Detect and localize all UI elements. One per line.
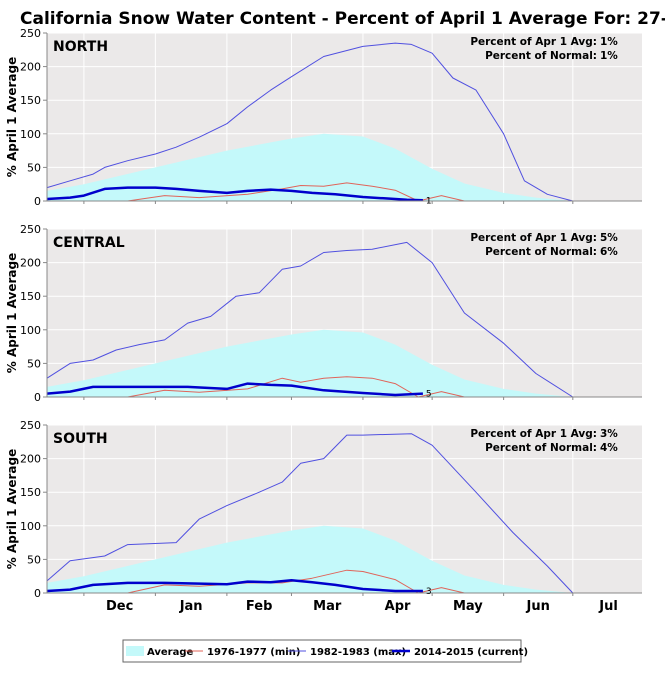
current-year-line — [46, 382, 423, 397]
y-tick-label: 0 — [34, 391, 41, 404]
y-tick-label: 150 — [20, 94, 41, 107]
y-tick-label: 50 — [27, 553, 41, 566]
legend-label-min: 1976-1977 (min) — [207, 647, 300, 658]
pct-avg-label: Percent of Apr 1 Avg: — [470, 428, 597, 440]
y-tick-label: 50 — [27, 357, 41, 370]
y-tick-label: 150 — [20, 290, 41, 303]
average-area — [47, 133, 573, 201]
x-tick-label: Dec — [106, 599, 133, 614]
y-tick-label: 50 — [27, 161, 41, 174]
y-tick-label: 200 — [20, 453, 41, 466]
average-area — [47, 525, 573, 593]
pct-avg-label: Percent of Apr 1 Avg: — [470, 36, 597, 48]
chart-title: California Snow Water Content - Percent … — [20, 9, 665, 29]
panel-title: SOUTH — [53, 431, 108, 447]
pct-avg-label: Percent of Apr 1 Avg: — [470, 232, 597, 244]
x-tick-label: Jul — [598, 599, 618, 614]
axes-layer: 0 50 100 150 200 250 — [20, 419, 642, 600]
y-tick-label: 100 — [20, 324, 41, 337]
y-tick-label: 100 — [20, 128, 41, 141]
legend: Average 1976-1977 (min) 1982-1983 (max) … — [122, 639, 528, 663]
pct-normal-label: Percent of Normal: — [485, 50, 597, 62]
axes-layer: 0 50 100 150 200 250 — [20, 223, 642, 404]
y-tick-label: 150 — [20, 486, 41, 499]
y-tick-label: 250 — [20, 223, 41, 236]
pct-avg-value: 3% — [600, 428, 618, 440]
y-tick-label: 250 — [20, 27, 41, 40]
x-tick-label: May — [453, 599, 483, 614]
panel-south: 0 50 100 150 200 250 SOUTH Percent of Apr 1 A… — [5, 419, 642, 600]
max-year-line — [46, 241, 574, 398]
pct-normal-value: 4% — [600, 442, 618, 454]
y-tick-label: 250 — [20, 419, 41, 432]
current-end-label: 1 — [426, 196, 432, 206]
panel-north: 0 50 100 150 200 250 NORTH Percent of Apr 1 A… — [5, 27, 642, 208]
legend-label-average: Average — [147, 647, 194, 658]
panel-title: NORTH — [53, 39, 108, 55]
x-tick-label: Mar — [313, 599, 342, 614]
legend-label-current: 2014-2015 (current) — [414, 647, 528, 658]
legend-swatch-average — [126, 646, 144, 656]
legend-label-max: 1982-1983 (max) — [310, 647, 406, 658]
current-end-label: 3 — [426, 587, 432, 597]
current-end-label: 5 — [426, 390, 432, 400]
legend-frame — [122, 639, 522, 663]
series-layer — [46, 241, 574, 398]
x-tick-label: Apr — [385, 599, 411, 614]
pct-normal-label: Percent of Normal: — [485, 442, 597, 454]
y-axis-label: % April 1 Average — [5, 57, 19, 178]
pct-normal-value: 1% — [600, 50, 618, 62]
x-tick-label: Jun — [526, 599, 550, 614]
x-axis-month-labels: Dec Jan Feb Mar Apr May Jun Jul — [106, 599, 618, 614]
y-tick-label: 0 — [34, 195, 41, 208]
panel-title: CENTRAL — [53, 235, 125, 251]
axes-layer: 0 50 100 150 200 250 — [20, 27, 642, 208]
current-year-line — [46, 578, 423, 593]
pct-avg-value: 5% — [600, 232, 618, 244]
series-layer — [46, 433, 574, 594]
y-tick-label: 200 — [20, 61, 41, 74]
y-tick-label: 200 — [20, 257, 41, 270]
average-area — [47, 329, 573, 397]
y-axis-label: % April 1 Average — [5, 253, 19, 374]
max-year-line — [46, 433, 574, 594]
x-tick-label: Jan — [179, 599, 203, 614]
x-tick-label: Feb — [246, 599, 272, 614]
max-year-line — [46, 42, 573, 202]
pct-normal-label: Percent of Normal: — [485, 246, 597, 258]
pct-normal-value: 6% — [600, 246, 618, 258]
pct-avg-value: 1% — [600, 36, 618, 48]
panel-central: 0 50 100 150 200 250 CENTRAL Percent of Apr 1… — [5, 223, 642, 404]
y-tick-label: 100 — [20, 520, 41, 533]
y-axis-label: % April 1 Average — [5, 449, 19, 570]
current-year-line — [46, 186, 423, 202]
y-tick-label: 0 — [34, 587, 41, 600]
